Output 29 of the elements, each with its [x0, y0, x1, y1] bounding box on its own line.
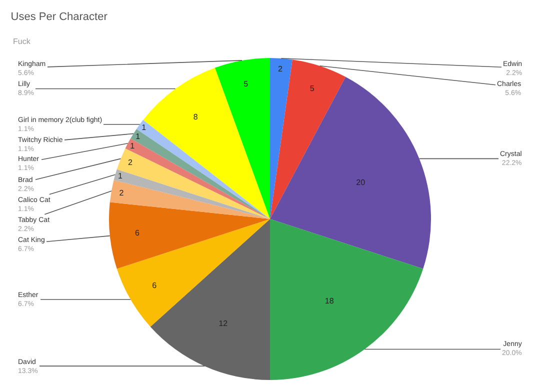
pie-slice	[116, 148, 270, 219]
pie-slice	[214, 58, 270, 219]
data-label: 12	[218, 319, 228, 328]
pie-slice	[109, 202, 270, 269]
data-label: 8	[193, 112, 198, 122]
chart-subtitle: Fuck	[13, 37, 32, 46]
data-label: 1	[130, 141, 136, 150]
pie-slice	[270, 58, 292, 219]
data-label: 6	[152, 281, 158, 290]
pie-slice	[150, 219, 270, 380]
chart-title: Uses Per Character	[10, 10, 108, 23]
data-label: 6	[134, 228, 140, 238]
data-label: 5	[310, 84, 315, 94]
pie-slice	[270, 76, 431, 269]
data-label: 18	[324, 296, 334, 306]
pie-slice	[270, 60, 346, 219]
pie-slice	[110, 180, 270, 219]
data-label: 2	[278, 64, 283, 74]
data-label: 1	[136, 132, 141, 142]
pie-slice	[114, 169, 270, 219]
data-label: 5	[244, 79, 249, 88]
pie-slice	[143, 68, 270, 219]
data-label: 20	[356, 178, 366, 187]
data-label: 2	[119, 188, 124, 198]
data-label: 1	[118, 172, 123, 181]
pie-slice	[270, 219, 424, 380]
pie-slice	[116, 219, 270, 327]
data-label: 1	[142, 123, 147, 132]
data-label: 2	[128, 158, 133, 168]
